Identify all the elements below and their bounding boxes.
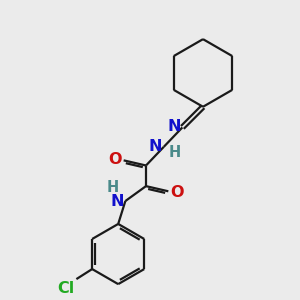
Text: Cl: Cl xyxy=(58,280,75,296)
Text: H: H xyxy=(169,145,181,160)
Text: N: N xyxy=(149,139,162,154)
Text: N: N xyxy=(110,194,124,208)
Text: O: O xyxy=(109,152,122,167)
Text: O: O xyxy=(170,184,183,200)
Text: N: N xyxy=(167,119,181,134)
Text: H: H xyxy=(107,180,119,195)
